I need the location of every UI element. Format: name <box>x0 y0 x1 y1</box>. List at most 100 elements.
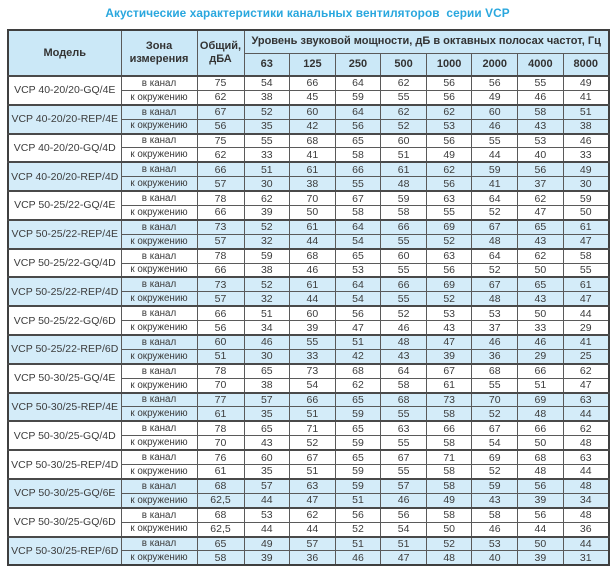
octave-level-duct: 64 <box>334 103 382 120</box>
octave-level-duct: 68 <box>471 362 519 379</box>
octave-level-duct: 62 <box>380 103 427 120</box>
model-name: VCP 50-30/25-REP/6D <box>7 535 122 566</box>
octave-level-ambient: 43 <box>243 435 291 451</box>
octave-level-ambient: 55 <box>471 377 519 394</box>
octave-level-duct: 47 <box>425 334 473 350</box>
total-level-ambient: 66 <box>196 205 245 221</box>
octave-level-ambient: 44 <box>517 521 564 538</box>
octave-level-ambient: 39 <box>289 320 336 336</box>
octave-level-ambient: 47 <box>562 291 610 307</box>
octave-level-ambient: 58 <box>334 147 382 163</box>
total-level-duct: 67 <box>196 103 245 120</box>
model-name: VCP 40-20/20-GQ/4D <box>7 132 122 163</box>
octave-level-duct: 63 <box>425 247 473 264</box>
zone-label-ambient: к окружению <box>120 147 198 163</box>
octave-level-ambient: 33 <box>243 147 291 163</box>
octave-level-ambient: 49 <box>425 492 473 509</box>
octave-level-duct: 52 <box>243 276 291 293</box>
table-row: VCP 50-25/22-GQ/4E в канал 78 62 70 67 59 63 64 6… <box>7 190 610 221</box>
octave-level-duct: 65 <box>334 449 382 466</box>
octave-level-ambient: 42 <box>334 348 382 365</box>
octave-level-ambient: 36 <box>471 348 519 365</box>
total-level-ambient: 61 <box>196 464 245 480</box>
octave-level-duct: 60 <box>471 103 519 120</box>
octave-level-duct: 67 <box>289 449 336 466</box>
page-title: Акустические характеристики канальных ве… <box>105 6 510 20</box>
octave-level-ambient: 37 <box>517 176 564 192</box>
octave-level-duct: 58 <box>517 103 564 120</box>
octave-level-duct: 57 <box>380 477 427 494</box>
octave-level-ambient: 36 <box>562 521 610 538</box>
octave-level-duct: 55 <box>517 74 564 91</box>
octave-level-duct: 68 <box>289 132 336 149</box>
octave-level-duct: 50 <box>517 535 564 552</box>
octave-level-duct: 69 <box>425 276 473 293</box>
zone-label-ambient: к окружению <box>120 377 198 394</box>
octave-level-ambient: 43 <box>517 233 564 250</box>
octave-level-ambient: 34 <box>562 492 610 509</box>
octave-level-ambient: 33 <box>289 348 336 365</box>
octave-level-duct: 53 <box>425 305 473 322</box>
octave-level-duct: 53 <box>471 305 519 322</box>
octave-level-ambient: 47 <box>562 233 610 250</box>
octave-level-ambient: 50 <box>517 435 564 451</box>
zone-label-duct: в канал <box>120 334 198 350</box>
total-level-ambient: 56 <box>196 118 245 135</box>
octave-level-duct: 62 <box>289 506 336 523</box>
octave-level-duct: 50 <box>517 305 564 322</box>
octave-level-ambient: 52 <box>471 464 519 480</box>
octave-level-duct: 55 <box>243 132 291 149</box>
octave-level-duct: 51 <box>334 334 382 350</box>
octave-level-ambient: 48 <box>517 406 564 422</box>
octave-level-duct: 67 <box>380 449 427 466</box>
table-row: VCP 40-20/20-GQ/4E в канал 75 54 66 64 62 56 56 5… <box>7 74 610 106</box>
octave-level-duct: 48 <box>380 334 427 350</box>
octave-level-ambient: 58 <box>380 377 427 394</box>
total-level-duct: 68 <box>196 477 245 494</box>
octave-level-duct: 59 <box>243 247 291 264</box>
octave-level-ambient: 38 <box>562 118 610 135</box>
octave-level-ambient: 44 <box>471 147 519 163</box>
total-level-duct: 66 <box>196 305 245 322</box>
octave-level-ambient: 50 <box>425 521 473 538</box>
octave-level-ambient: 50 <box>517 262 564 278</box>
octave-level-ambient: 50 <box>562 205 610 221</box>
octave-level-duct: 60 <box>289 305 336 322</box>
zone-label-ambient: к окружению <box>120 233 198 250</box>
octave-level-ambient: 53 <box>425 118 473 135</box>
octave-level-duct: 56 <box>471 74 519 91</box>
model-name: VCP 50-25/22-GQ/6D <box>7 305 122 336</box>
zone-label-ambient: к окружению <box>120 118 198 135</box>
octave-level-duct: 56 <box>517 477 564 494</box>
octave-level-duct: 64 <box>471 190 519 207</box>
octave-level-ambient: 46 <box>380 320 427 336</box>
total-level-ambient: 57 <box>196 291 245 307</box>
octave-level-ambient: 43 <box>425 320 473 336</box>
octave-level-duct: 65 <box>334 391 382 408</box>
total-level-duct: 65 <box>196 535 245 552</box>
table-row: VCP 50-25/22-GQ/6D в канал 66 51 60 56 52 53 53 5… <box>7 305 610 336</box>
octave-level-duct: 62 <box>517 190 564 207</box>
octave-level-ambient: 58 <box>334 205 382 221</box>
octave-level-duct: 60 <box>380 132 427 149</box>
col-header-octave-group: Уровень звуковой мощности, дБ в октавных… <box>243 29 610 54</box>
col-header-freq-8000: 8000 <box>562 52 610 77</box>
octave-level-duct: 65 <box>334 132 382 149</box>
total-level-ambient: 62,5 <box>196 521 245 538</box>
octave-level-ambient: 40 <box>471 550 519 566</box>
octave-level-duct: 52 <box>425 535 473 552</box>
octave-level-duct: 67 <box>471 420 519 437</box>
table-row: VCP 50-25/22-REP/6D в канал 60 46 55 51 48 47 46… <box>7 334 610 365</box>
octave-level-ambient: 56 <box>425 262 473 278</box>
octave-level-ambient: 43 <box>471 492 519 509</box>
zone-label-ambient: к окружению <box>120 320 198 336</box>
octave-level-duct: 51 <box>334 535 382 552</box>
table-body: VCP 40-20/20-GQ/4E в канал 75 54 66 64 62 56 56 5… <box>7 74 610 566</box>
model-name: VCP 50-30/25-GQ/6E <box>7 477 122 509</box>
model-name: VCP 40-20/20-REP/4D <box>7 161 122 192</box>
octave-level-duct: 66 <box>334 161 382 178</box>
model-name: VCP 50-30/25-GQ/4D <box>7 420 122 451</box>
octave-level-duct: 63 <box>562 391 610 408</box>
total-level-duct: 75 <box>196 74 245 91</box>
octave-level-duct: 64 <box>334 276 382 293</box>
